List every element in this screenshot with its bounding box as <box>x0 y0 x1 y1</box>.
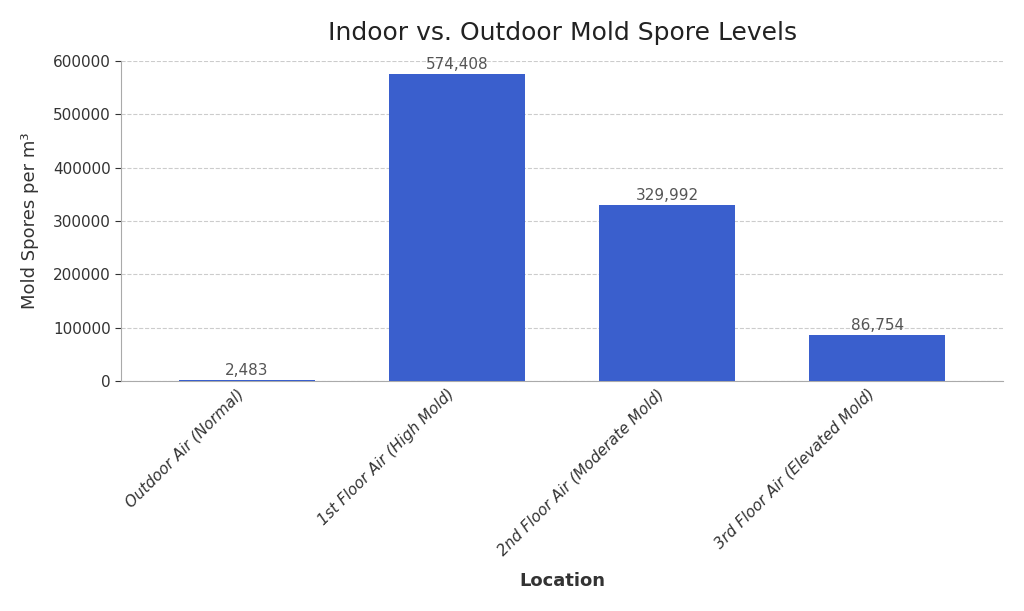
Bar <box>809 335 945 381</box>
Text: 2,483: 2,483 <box>225 363 268 378</box>
Text: 574,408: 574,408 <box>426 57 488 72</box>
Text: 86,754: 86,754 <box>851 318 904 333</box>
Title: Indoor vs. Outdoor Mold Spore Levels: Indoor vs. Outdoor Mold Spore Levels <box>328 21 797 45</box>
Text: 329,992: 329,992 <box>636 188 698 203</box>
Bar <box>599 205 735 381</box>
Bar <box>389 75 525 381</box>
X-axis label: Location: Location <box>519 572 605 590</box>
Y-axis label: Mold Spores per m³: Mold Spores per m³ <box>20 133 39 309</box>
Bar <box>179 380 315 381</box>
